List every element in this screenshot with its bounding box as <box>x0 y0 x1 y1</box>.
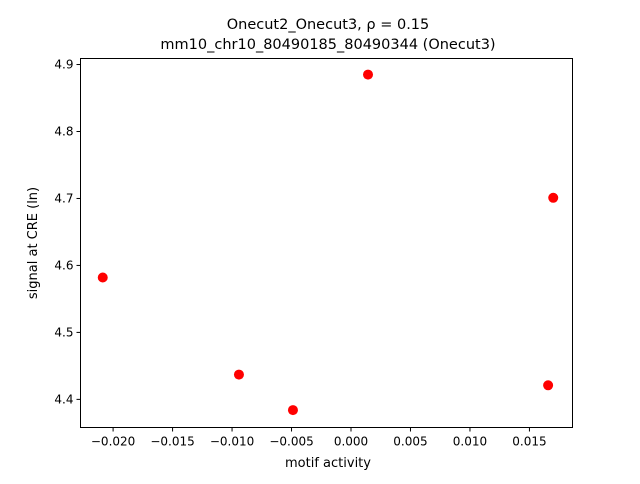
data-point <box>548 192 559 203</box>
data-point <box>233 369 244 380</box>
data-point <box>543 380 554 391</box>
y-tick-label: 4.7 <box>54 191 73 205</box>
y-tick-label: 4.6 <box>54 258 73 272</box>
x-tick-label: −0.005 <box>269 435 313 449</box>
chart-title-line1: Onecut2_Onecut3, ρ = 0.15 <box>227 17 430 33</box>
y-tick-label: 4.5 <box>54 325 73 339</box>
x-tick-label: 0.010 <box>453 435 487 449</box>
data-point <box>97 272 108 283</box>
x-tick-label: 0.015 <box>512 435 546 449</box>
y-tick-label: 4.4 <box>54 392 73 406</box>
y-axis-label: signal at CRE (ln) <box>26 187 41 299</box>
data-point <box>287 405 298 416</box>
y-tick-label: 4.8 <box>54 124 73 138</box>
x-tick-label: −0.020 <box>91 435 135 449</box>
x-tick-label: −0.015 <box>150 435 194 449</box>
x-tick-label: −0.010 <box>210 435 254 449</box>
chart-title-line2: mm10_chr10_80490185_80490344 (Onecut3) <box>160 37 495 53</box>
x-tick-label: 0.005 <box>393 435 427 449</box>
x-axis-label: motif activity <box>285 456 371 471</box>
y-tick-label: 4.9 <box>54 58 73 72</box>
x-tick-label: 0.000 <box>334 435 368 449</box>
data-point <box>363 69 374 80</box>
plot-frame <box>80 58 573 428</box>
